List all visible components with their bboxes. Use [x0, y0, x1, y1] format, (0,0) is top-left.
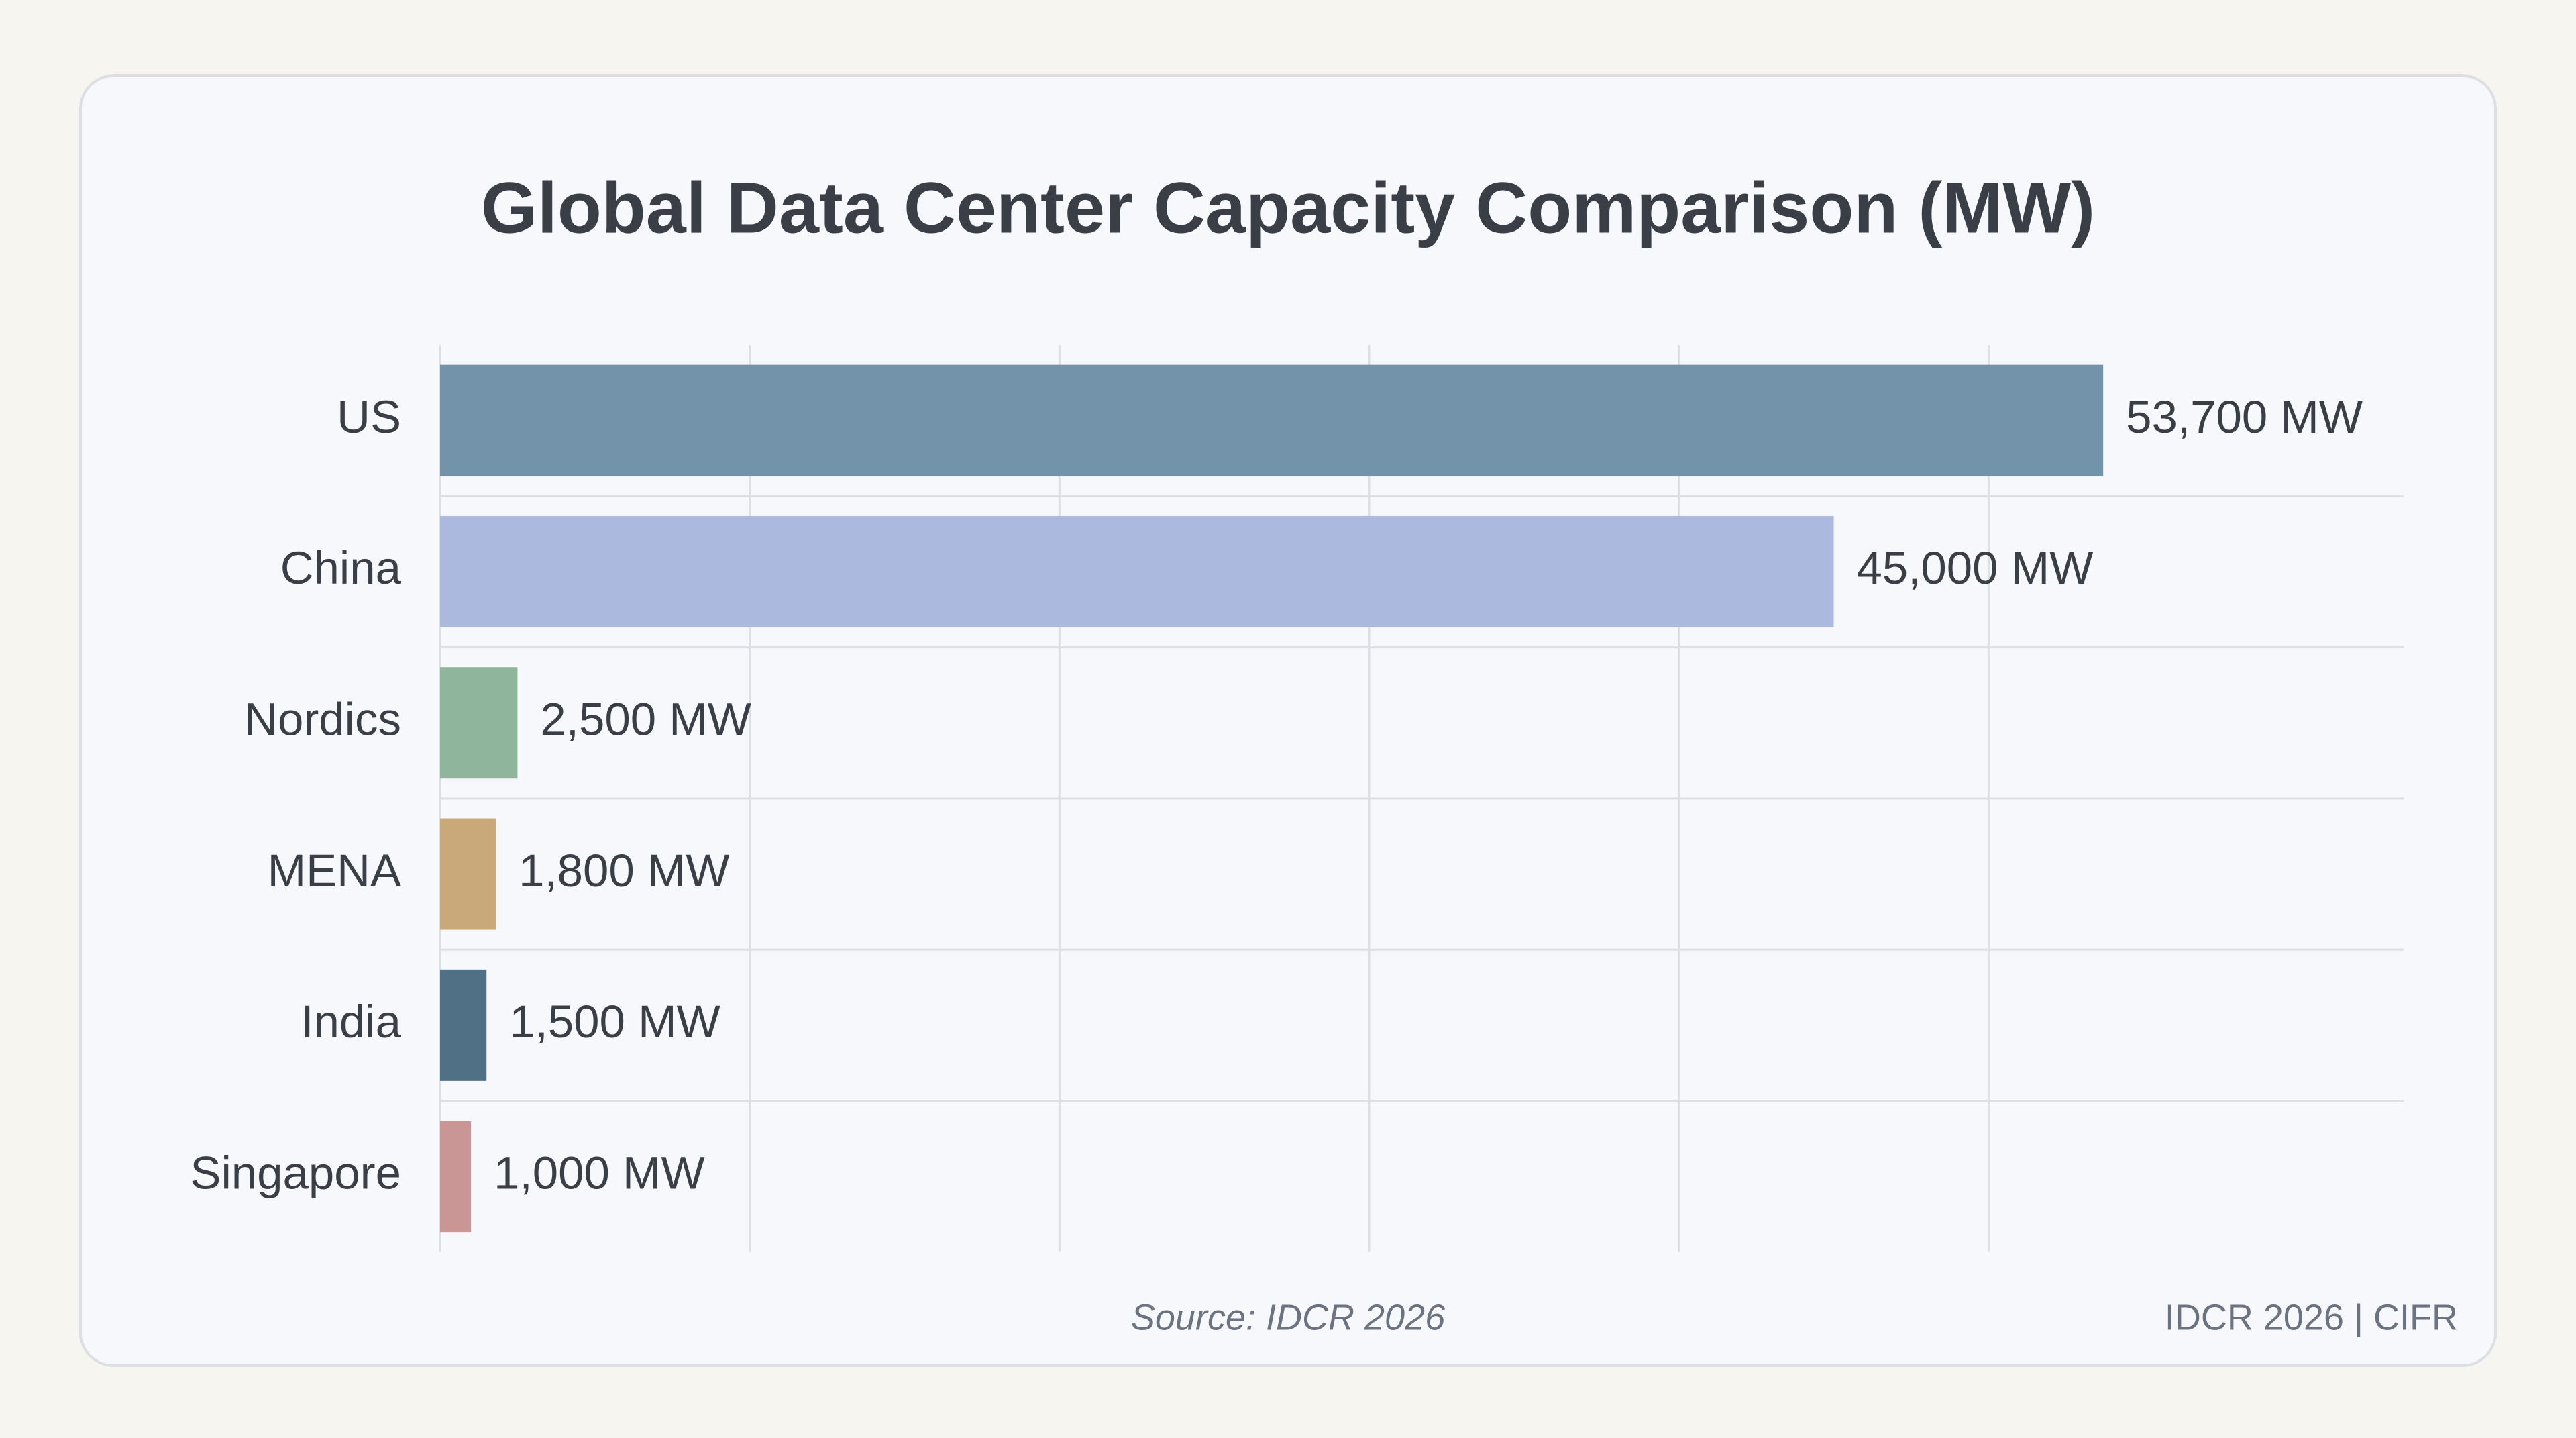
value-label: 1,800 MW	[519, 845, 729, 896]
value-label: 1,000 MW	[494, 1147, 704, 1198]
category-label: China	[280, 542, 402, 594]
source-note: Source: IDCR 2026	[1131, 1297, 1446, 1337]
category-label: Nordics	[244, 693, 401, 745]
chart-title: Global Data Center Capacity Comparison (…	[481, 167, 2095, 248]
bar	[440, 364, 2104, 476]
category-label: Singapore	[190, 1147, 401, 1198]
category-label: US	[337, 391, 401, 443]
value-label: 45,000 MW	[1857, 542, 2094, 594]
value-label: 2,500 MW	[540, 693, 751, 745]
bar	[440, 515, 1834, 627]
bar	[440, 667, 518, 779]
value-label: 53,700 MW	[2126, 391, 2363, 443]
footer: IDCR 2026 | CIFR	[2165, 1297, 2458, 1337]
bar	[440, 969, 487, 1081]
category-label: India	[301, 996, 401, 1047]
category-label: MENA	[268, 845, 401, 896]
bar	[440, 818, 496, 930]
value-label: 1,500 MW	[509, 996, 720, 1047]
bar	[440, 1121, 472, 1233]
